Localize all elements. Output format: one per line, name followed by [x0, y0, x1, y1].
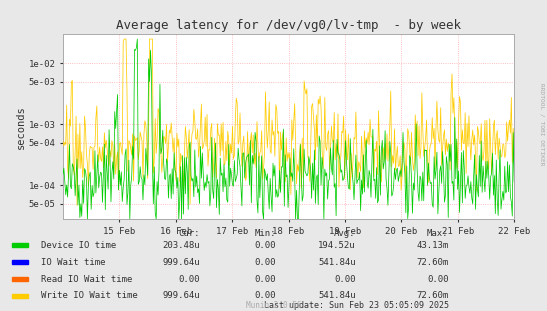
Text: 0.00: 0.00: [427, 275, 449, 284]
Text: Max:: Max:: [427, 230, 449, 239]
Text: 0.00: 0.00: [255, 258, 276, 267]
Text: 203.48u: 203.48u: [162, 241, 200, 250]
Text: Read IO Wait time: Read IO Wait time: [41, 275, 132, 284]
Text: 0.00: 0.00: [334, 275, 356, 284]
Text: 0.00: 0.00: [178, 275, 200, 284]
Text: 0.00: 0.00: [255, 275, 276, 284]
Bar: [12, 277, 28, 281]
Text: Write IO Wait time: Write IO Wait time: [41, 291, 138, 300]
Text: 43.13m: 43.13m: [416, 241, 449, 250]
Text: 0.00: 0.00: [255, 291, 276, 300]
Text: 72.60m: 72.60m: [416, 258, 449, 267]
Bar: [12, 260, 28, 264]
Text: Last update: Sun Feb 23 05:05:09 2025: Last update: Sun Feb 23 05:05:09 2025: [264, 301, 449, 310]
Text: IO Wait time: IO Wait time: [41, 258, 106, 267]
Text: Avg:: Avg:: [334, 230, 356, 239]
Text: 999.64u: 999.64u: [162, 258, 200, 267]
Text: Munin 2.0.56: Munin 2.0.56: [246, 301, 301, 310]
Text: 541.84u: 541.84u: [318, 258, 356, 267]
Text: 541.84u: 541.84u: [318, 291, 356, 300]
Text: RRDTOOL / TOBI OETIKER: RRDTOOL / TOBI OETIKER: [539, 83, 544, 166]
Text: Min:: Min:: [255, 230, 276, 239]
Bar: [12, 294, 28, 298]
Text: Cur:: Cur:: [178, 230, 200, 239]
Text: 194.52u: 194.52u: [318, 241, 356, 250]
Text: Device IO time: Device IO time: [41, 241, 117, 250]
Text: 999.64u: 999.64u: [162, 291, 200, 300]
Y-axis label: seconds: seconds: [16, 105, 26, 149]
Text: 72.60m: 72.60m: [416, 291, 449, 300]
Bar: [12, 243, 28, 248]
Title: Average latency for /dev/vg0/lv-tmp  - by week: Average latency for /dev/vg0/lv-tmp - by…: [116, 19, 461, 32]
Text: 0.00: 0.00: [255, 241, 276, 250]
